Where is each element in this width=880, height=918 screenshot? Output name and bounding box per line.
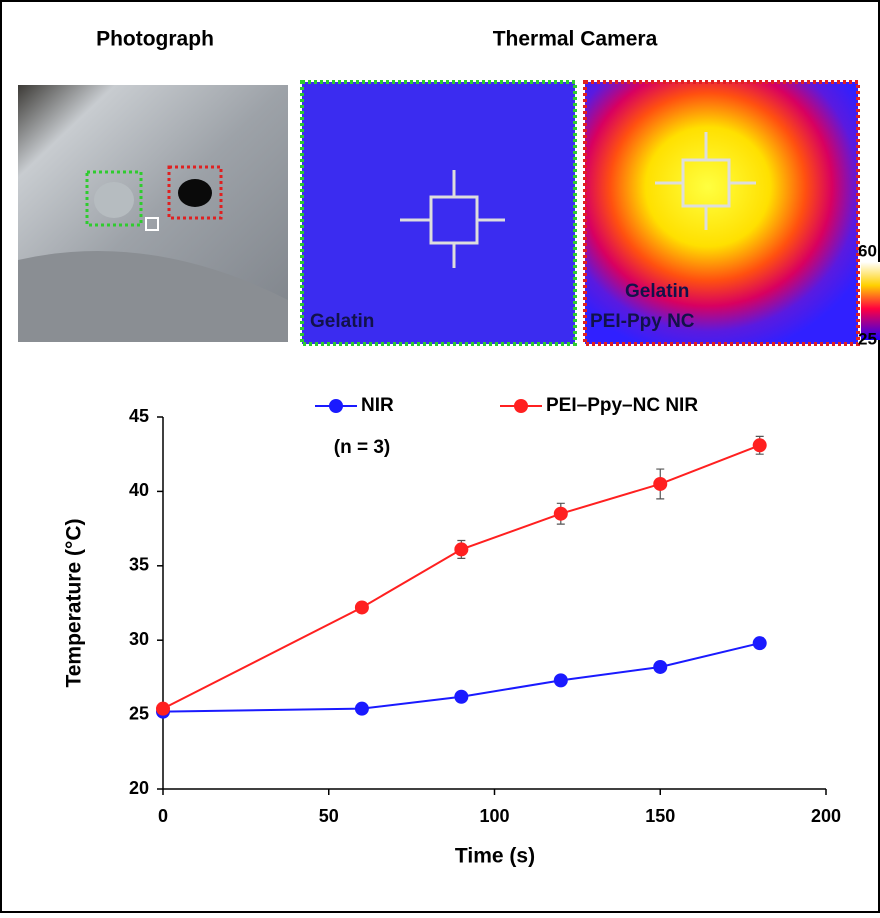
thermal-label: PEI-Ppy NC (590, 311, 695, 332)
point (156, 702, 170, 716)
y-tick-label: 20 (129, 778, 149, 798)
point (454, 542, 468, 556)
point (554, 673, 568, 687)
point (753, 636, 767, 650)
legend-marker (329, 399, 343, 413)
x-axis-label: Time (s) (455, 845, 535, 868)
y-tick-label: 35 (129, 555, 149, 575)
point (653, 660, 667, 674)
legend-label: NIR (361, 395, 394, 416)
x-tick-label: 150 (645, 806, 675, 826)
thermal-title: Thermal Camera (493, 28, 658, 51)
thermal-left (302, 82, 575, 344)
y-tick-label: 45 (129, 406, 149, 426)
point (554, 507, 568, 521)
y-tick-label: 25 (129, 703, 149, 723)
x-tick-label: 200 (811, 806, 841, 826)
photo-title: Photograph (96, 28, 214, 51)
droplet (94, 182, 134, 218)
point (355, 702, 369, 716)
point (653, 477, 667, 491)
droplet-dark (178, 179, 212, 207)
annotation: (n = 3) (334, 437, 390, 458)
point (753, 438, 767, 452)
point (454, 690, 468, 704)
legend-label: PEI–Ppy–NC NIR (546, 395, 698, 416)
legend-marker (514, 399, 528, 413)
x-tick-label: 0 (158, 806, 168, 826)
thermal-label: Gelatin (625, 281, 689, 302)
point (355, 600, 369, 614)
colorbar-min: 25 (858, 329, 877, 348)
y-tick-label: 40 (129, 480, 149, 500)
y-tick-label: 30 (129, 629, 149, 649)
y-axis-label: Temperature (°C) (63, 518, 86, 687)
x-tick-label: 50 (319, 806, 339, 826)
figure: Photograph Thermal Camera Gelatin Gelati… (0, 0, 880, 913)
thermal-right (585, 82, 858, 344)
colorbar (861, 262, 880, 340)
x-tick-label: 100 (479, 806, 509, 826)
colorbar-max: 60 (858, 241, 877, 260)
thermal-label: Gelatin (310, 311, 374, 332)
